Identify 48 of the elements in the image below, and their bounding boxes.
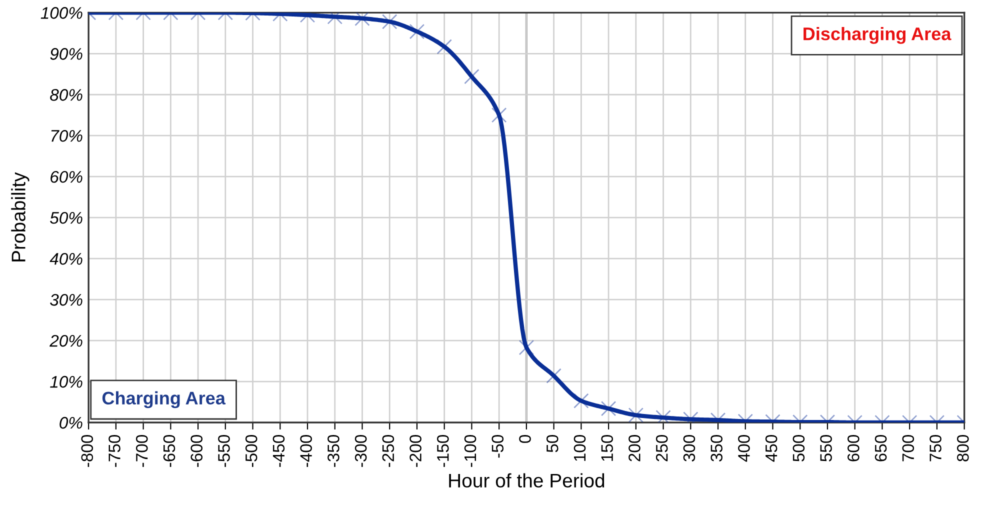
x-tick-label: -650: [163, 434, 176, 467]
x-tick-label: -150: [437, 434, 449, 467]
x-tick-label: -800: [81, 434, 94, 467]
y-tick-label: 80%: [50, 89, 82, 101]
x-axis-title: Hour of the Period: [449, 473, 604, 488]
x-tick-label: 300: [683, 434, 696, 462]
x-tick-label: 350: [710, 434, 722, 462]
x-tick-label: -700: [136, 434, 148, 467]
annotation: Charging Area: [102, 391, 226, 408]
x-tick-label: 650: [874, 434, 887, 462]
x-tick-label: 50: [546, 434, 558, 452]
x-tick-label: -400: [300, 434, 312, 467]
x-tick-label: -100: [464, 434, 476, 467]
y-tick-label: 0%: [60, 416, 82, 429]
x-tick-label: 250: [656, 434, 668, 462]
x-tick-label: 100: [574, 434, 586, 461]
y-axis-title: Probability: [11, 172, 30, 262]
x-tick-label: 150: [601, 434, 614, 461]
x-tick-label: -750: [108, 434, 120, 467]
y-tick-label: 10%: [50, 376, 82, 388]
y-tick-label: 60%: [50, 170, 82, 183]
y-tick-label: 20%: [50, 334, 82, 347]
y-tick-label: 90%: [50, 48, 82, 60]
x-tick-label: 700: [902, 434, 914, 462]
x-tick-label: -350: [328, 434, 340, 467]
x-tick-label: 550: [820, 434, 832, 462]
x-tick-label: 450: [765, 434, 778, 462]
x-tick-label: -200: [410, 434, 422, 467]
x-tick-label: 200: [628, 434, 640, 462]
y-tick-label: 30%: [50, 294, 82, 306]
x-tick-label: -500: [245, 434, 258, 467]
y-tick-label: 100%: [40, 7, 82, 19]
x-tick-label: 750: [930, 434, 942, 462]
x-tick-label: -600: [190, 434, 203, 467]
x-tick-label: -450: [272, 434, 285, 467]
x-tick-label: 400: [738, 434, 750, 462]
y-tick-label: 70%: [51, 130, 82, 142]
y-tick-label: 40%: [50, 252, 82, 265]
x-tick-label: 0: [519, 434, 531, 443]
x-tick-label: 500: [792, 434, 805, 462]
x-tick-label: -550: [218, 434, 230, 467]
x-tick-label: -250: [382, 434, 394, 467]
y-tick-label: 50%: [50, 212, 82, 224]
annotation: Discharging Area: [804, 26, 952, 44]
x-tick-label: -300: [354, 434, 367, 467]
x-tick-label: -50: [492, 434, 504, 458]
x-tick-label: 600: [848, 434, 860, 462]
x-tick-label: 800: [956, 434, 969, 462]
